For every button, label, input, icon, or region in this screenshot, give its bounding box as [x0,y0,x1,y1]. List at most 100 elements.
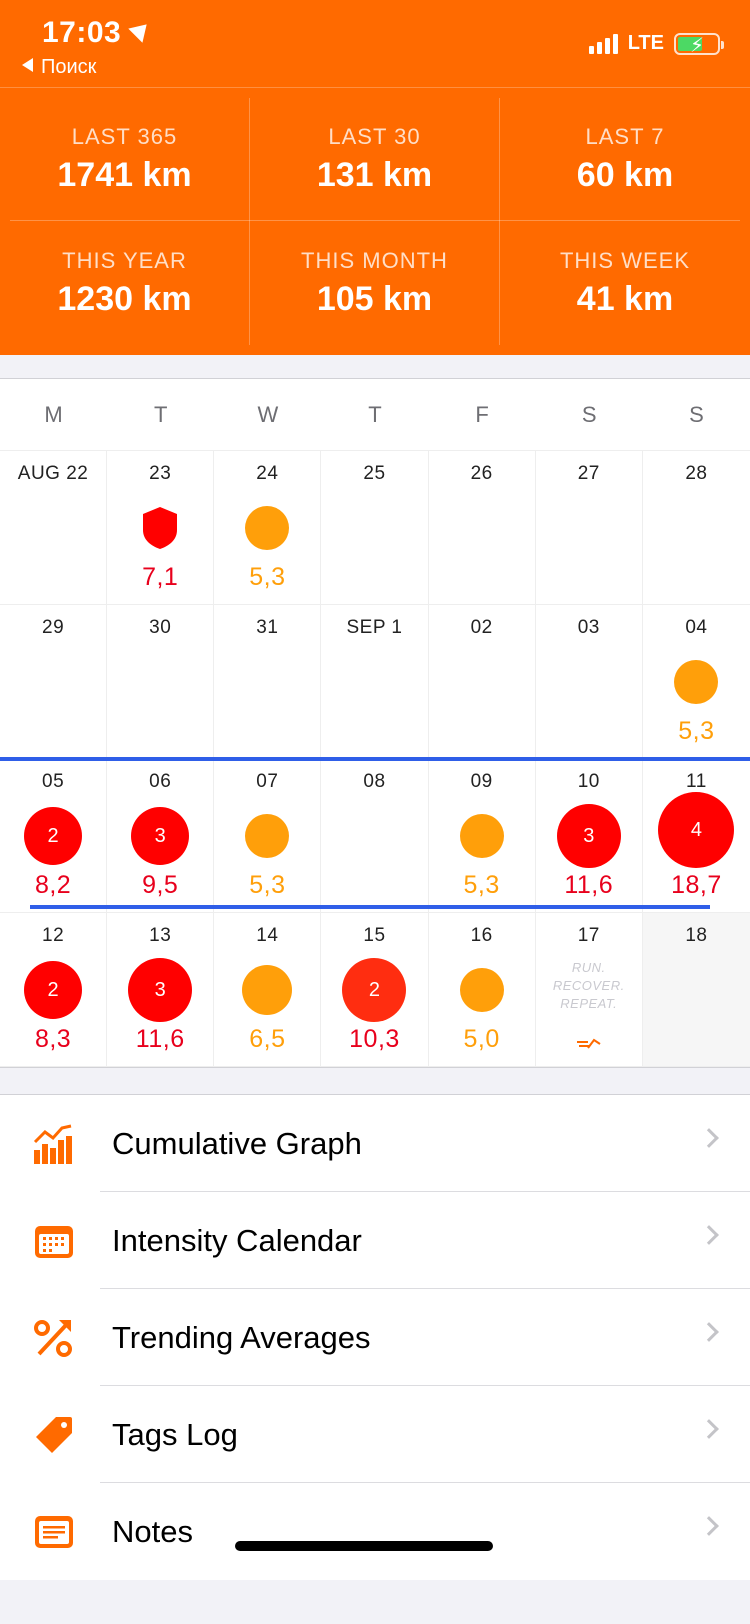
day-date: SEP 1 [346,617,403,638]
calendar-day[interactable]: 25 [321,451,429,604]
day-date: 02 [470,617,493,638]
day-distance: 5,3 [249,871,286,899]
run-marker-icon: 3 [128,958,193,1022]
menu-label: Tags Log [112,1416,238,1452]
day-date: 29 [42,617,65,638]
calendar-icon [4,1223,104,1259]
calendar-day[interactable]: AUG 22 [0,451,108,604]
calendar-day[interactable]: 08 [321,759,429,912]
notes-icon [4,1514,104,1550]
calendar-day[interactable]: 10 3 11,6 [536,759,643,912]
day-date: 04 [685,617,708,638]
day-distance: 5,3 [678,717,715,745]
calendar-day[interactable]: 15 2 10,3 [321,913,429,1066]
reports-menu: Cumulative Graph Intensity Calendar [0,1094,750,1580]
calendar-week: 29 30 31 SEP 1 02 03 04 5,3 [0,605,750,759]
day-distance: 11,6 [135,1025,185,1053]
stats-divider [10,220,740,221]
day-date: 26 [470,463,493,484]
calendar-day[interactable]: 04 5,3 [643,605,750,758]
menu-item-cumulative-graph[interactable]: Cumulative Graph [0,1095,750,1192]
calendar-day[interactable]: 09 5,3 [429,759,536,912]
calendar-day[interactable]: 13 3 11,6 [107,913,215,1066]
calendar-day[interactable]: 02 [429,605,536,758]
clock: 17:03 [42,16,154,50]
menu-item-notes[interactable]: Notes [0,1483,750,1580]
percent-trend-icon [4,1318,104,1358]
stat-this-month: THIS MONTH 105 km [250,221,500,345]
calendar-day[interactable]: 05 2 8,2 [0,759,108,912]
menu-item-tags-log[interactable]: Tags Log [0,1386,750,1483]
weekday-label: W [257,401,279,427]
calendar-day[interactable]: 31 [214,605,322,758]
chevron-right-icon [699,1419,719,1439]
calendar-day[interactable]: 12 2 8,3 [0,913,108,1066]
stats-grid: LAST 365 1741 km LAST 30 131 km LAST 7 60 k… [0,88,750,355]
day-date: 12 [42,925,65,946]
run-marker-icon [245,506,290,550]
status-bar: 17:03 Поиск LTE ⚡ [0,0,750,88]
calendar-day[interactable]: 23 7,1 [107,451,215,604]
calendar-day[interactable]: 29 [0,605,108,758]
chevron-right-icon [699,1128,719,1148]
calendar-day[interactable]: 24 5,3 [214,451,322,604]
calendar-day[interactable]: 07 5,3 [214,759,322,912]
tag-icon [4,1415,104,1455]
menu-label: Notes [112,1513,193,1549]
day-distance: 5,0 [463,1025,500,1053]
day-date: 17 [577,925,600,946]
day-date: 11 [686,771,707,792]
run-marker-icon: 2 [342,958,407,1022]
location-arrow-icon [128,17,154,43]
day-distance: 7,1 [142,563,179,591]
calendar-day[interactable]: 17 RUN. RECOVER. REPEAT. [536,913,643,1066]
day-distance: 8,3 [34,1025,72,1053]
back-to-search-button[interactable]: Поиск [22,56,96,79]
stat-last-365: LAST 365 1741 km [0,98,250,222]
shield-icon [143,507,178,549]
run-marker-icon: 2 [24,961,83,1019]
weekday-label: T [153,401,168,427]
calendar-day[interactable]: 11 4 18,7 [643,759,750,912]
run-marker-icon: 2 [24,807,83,865]
stat-last-30: LAST 30 131 km [250,98,500,222]
calendar-day[interactable]: 28 [643,451,750,604]
menu-label: Intensity Calendar [112,1222,362,1258]
stat-this-year: THIS YEAR 1230 km [0,221,250,345]
day-date: 14 [256,925,279,946]
day-date: AUG 22 [17,463,89,484]
day-date: 24 [256,463,279,484]
home-indicator[interactable] [235,1541,493,1551]
weekday-label: S [689,401,704,427]
day-distance: 11,6 [564,871,614,899]
calendar-day[interactable]: 06 3 9,5 [107,759,215,912]
current-week-bottom-line [30,905,710,909]
weekday-header: M T W T F S S [0,379,750,451]
calendar-day[interactable]: 27 [536,451,643,604]
day-date: 28 [685,463,708,484]
day-date: 06 [149,771,172,792]
day-distance: 6,5 [249,1025,286,1053]
day-distance: 5,3 [249,563,286,591]
run-marker-icon [245,814,290,858]
day-date: 13 [149,925,172,946]
calendar-day[interactable]: 30 [107,605,215,758]
calendar-day[interactable]: 14 6,5 [214,913,322,1066]
calendar-day[interactable]: 16 5,0 [429,913,536,1066]
menu-label: Cumulative Graph [112,1125,362,1161]
calendar-day[interactable]: 26 [429,451,536,604]
weekday-label: T [368,401,382,427]
run-marker-icon [242,965,293,1015]
chevron-right-icon [699,1516,719,1536]
network-type: LTE [627,32,664,54]
menu-item-intensity-calendar[interactable]: Intensity Calendar [0,1192,750,1289]
menu-label: Trending Averages [112,1319,371,1355]
calendar-day[interactable]: SEP 1 [321,605,429,758]
run-calendar: M T W T F S S AUG 22 23 7,1 24 5,3 25 26 27 28 29… [0,378,750,1068]
day-date: 09 [470,771,493,792]
menu-item-trending-averages[interactable]: Trending Averages [0,1289,750,1386]
run-marker-icon: 3 [131,807,190,865]
back-arrow-icon [22,58,33,72]
calendar-day[interactable]: 03 [536,605,643,758]
calendar-day[interactable]: 18 [642,913,750,1066]
